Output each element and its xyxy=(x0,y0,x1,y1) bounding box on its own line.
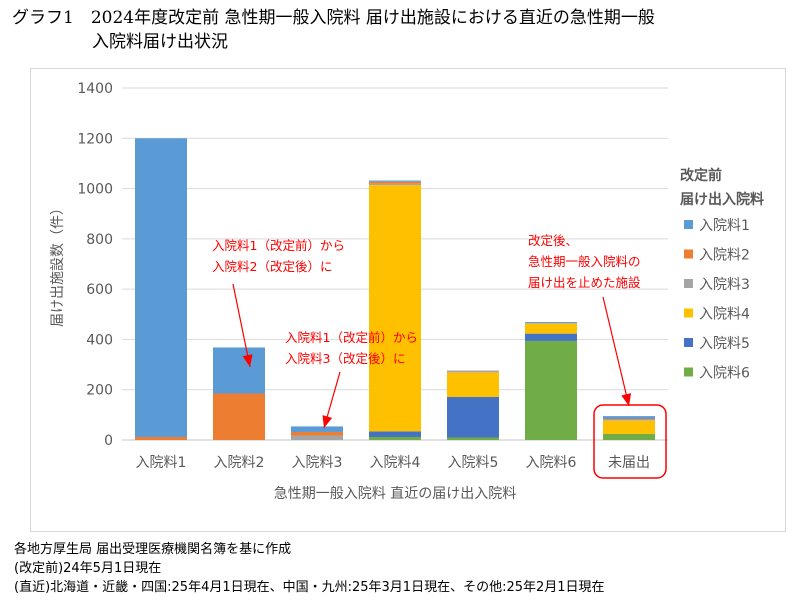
y-tick-label: 0 xyxy=(104,433,113,449)
x-tick-label: 入院料5 xyxy=(448,455,499,471)
bar-segment xyxy=(447,397,499,438)
legend-swatch xyxy=(684,308,693,318)
bar-segment xyxy=(369,185,421,432)
bar-segment xyxy=(603,419,655,421)
footnotes: 各地方厚生局 届出受理医療機関名簿を基に作成 (改定前)24年5月1日現在 (直… xyxy=(14,540,605,597)
legend-label: 入院料2 xyxy=(699,248,750,264)
y-tick-label: 1200 xyxy=(77,131,113,147)
x-tick-label: 入院料1 xyxy=(136,455,187,471)
annotation-text: 入院料1（改定前）から xyxy=(285,330,418,345)
annotation-text: 改定後、 xyxy=(528,233,578,248)
x-tick-label: 入院料3 xyxy=(292,455,343,471)
y-tick-label: 1000 xyxy=(77,182,113,198)
bar-segment xyxy=(369,183,421,186)
bar-segment xyxy=(135,436,187,440)
x-tick-label: 未届出 xyxy=(608,455,650,471)
footnote-before: (改定前)24年5月1日現在 xyxy=(14,561,162,576)
y-tick-label: 1400 xyxy=(77,81,113,97)
bar-segment xyxy=(291,431,343,436)
footnote-source: 各地方厚生局 届出受理医療機関名簿を基に作成 xyxy=(14,542,292,557)
annotation-text: 入院料2（改定後）に xyxy=(212,259,332,274)
x-tick-label: 入院料6 xyxy=(526,455,577,471)
bar-segment xyxy=(213,393,265,440)
stacked-bar-chart: 0 200 400 600 800 1000 1200 1400 入院料1 入院料2 入院料3 入院料… xyxy=(50,81,764,502)
annotation-text: 入院料1（改定前）から xyxy=(212,238,345,253)
arrowhead-icon xyxy=(621,393,632,406)
title-line-1: グラフ1 2024年度改定前 急性期一般入院料 届け出施設における直近の急性期一… xyxy=(12,8,655,28)
y-tick-label: 200 xyxy=(86,383,113,399)
bar-segment xyxy=(603,433,655,440)
bar-segment xyxy=(135,138,187,437)
legend-swatch xyxy=(684,249,693,259)
arrowhead-icon xyxy=(242,354,253,367)
x-tick-label: 入院料4 xyxy=(370,455,421,471)
bar-segment xyxy=(213,347,265,394)
annotation-arrow xyxy=(232,283,251,368)
annotation-text: 届け出を止めた施設 xyxy=(528,275,641,290)
legend-label: 入院料6 xyxy=(699,366,750,382)
title-line-2: 入院料届け出状況 xyxy=(92,32,228,52)
legend-swatch xyxy=(684,279,693,288)
y-tick-label: 400 xyxy=(86,332,113,348)
annotation-arrow xyxy=(602,296,630,407)
bar-segment xyxy=(525,323,577,334)
legend-label: 入院料3 xyxy=(699,277,750,293)
bar-segment xyxy=(369,436,421,440)
x-axis-title: 急性期一般入院料 直近の届け出入院料 xyxy=(274,485,516,502)
bar-segment xyxy=(447,370,499,372)
bar-segment xyxy=(369,180,421,182)
bar-segment xyxy=(447,437,499,440)
bar-segment xyxy=(369,431,421,437)
bar-segment xyxy=(603,420,655,434)
annotation-text: 急性期一般入院料の xyxy=(528,254,641,269)
legend-title: 届け出入院料 xyxy=(680,191,764,208)
chart-frame xyxy=(30,68,786,532)
legend-label: 入院料1 xyxy=(699,218,750,234)
annotation-text: 入院料3（改定後）に xyxy=(285,351,405,366)
bar-segment xyxy=(291,435,343,440)
arrowhead-icon xyxy=(322,415,333,428)
bar-segment xyxy=(291,426,343,432)
y-axis-title: 届け出施設数（件） xyxy=(50,201,66,327)
chart-title: グラフ1 2024年度改定前 急性期一般入院料 届け出施設における直近の急性期一… xyxy=(12,6,792,54)
highlight-box xyxy=(593,404,667,479)
bar-segment xyxy=(525,340,577,440)
y-tick-label: 800 xyxy=(86,232,113,248)
footnote-latest: (直近)北海道・近畿・四国:25年4月1日現在、中国・九州:25年3月1日現在、… xyxy=(14,580,605,595)
bar-segment xyxy=(603,420,655,421)
bar-segment xyxy=(525,333,577,341)
bar-segment xyxy=(447,372,499,398)
y-tick-label: 600 xyxy=(86,282,113,298)
legend-label: 入院料5 xyxy=(699,336,750,352)
bar-segment xyxy=(447,371,499,373)
legend-swatch xyxy=(684,338,693,347)
legend-label: 入院料4 xyxy=(699,307,750,323)
bar-segment xyxy=(369,181,421,184)
legend-swatch xyxy=(684,367,693,377)
legend-swatch xyxy=(684,220,693,229)
bar-segment xyxy=(525,322,577,324)
x-tick-label: 入院料2 xyxy=(214,455,265,471)
legend-title: 改定前 xyxy=(680,167,722,184)
bar-segment xyxy=(603,416,655,420)
bar-segment xyxy=(447,371,499,372)
